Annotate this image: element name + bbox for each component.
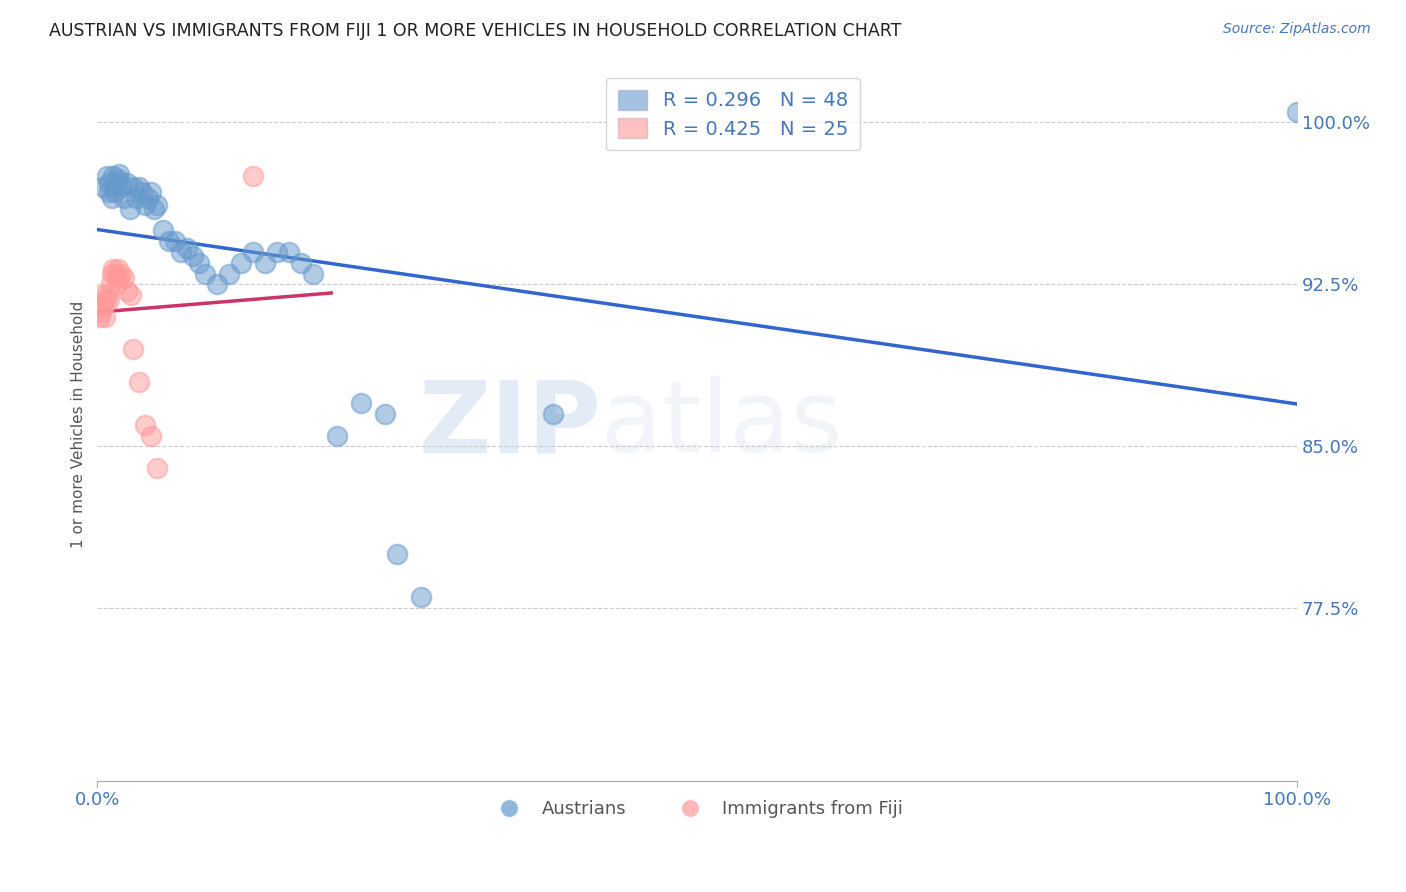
- Point: [101, 262, 124, 277]
- Point: [541, 407, 564, 421]
- Point: [141, 185, 163, 199]
- Point: [103, 180, 125, 194]
- Point: [93, 180, 115, 194]
- Point: [128, 375, 150, 389]
- Point: [146, 461, 169, 475]
- Point: [290, 256, 312, 270]
- Point: [98, 176, 121, 190]
- Point: [96, 169, 118, 184]
- Point: [128, 180, 150, 194]
- Point: [278, 245, 301, 260]
- Point: [107, 262, 129, 277]
- Point: [125, 191, 148, 205]
- Point: [108, 271, 131, 285]
- Point: [96, 288, 118, 302]
- Point: [117, 284, 139, 298]
- Point: [94, 293, 117, 307]
- Point: [98, 293, 121, 307]
- Point: [118, 202, 141, 216]
- Point: [242, 245, 264, 260]
- Point: [207, 277, 229, 292]
- Point: [101, 169, 124, 184]
- Point: [107, 171, 129, 186]
- Point: [170, 245, 193, 260]
- Point: [387, 547, 409, 561]
- Point: [176, 241, 198, 255]
- Point: [98, 185, 121, 199]
- Point: [93, 310, 115, 324]
- Point: [374, 407, 396, 421]
- Point: [120, 288, 142, 302]
- Point: [104, 185, 127, 199]
- Point: [411, 591, 433, 605]
- Text: ZIP: ZIP: [419, 376, 602, 474]
- Point: [165, 234, 187, 248]
- Point: [100, 277, 122, 292]
- Point: [108, 167, 131, 181]
- Point: [194, 267, 217, 281]
- Point: [110, 267, 132, 281]
- Point: [141, 428, 163, 442]
- Point: [218, 267, 240, 281]
- Point: [91, 288, 114, 302]
- Point: [1286, 104, 1309, 119]
- Text: atlas: atlas: [602, 376, 842, 474]
- Point: [112, 191, 135, 205]
- Point: [122, 342, 145, 356]
- Point: [134, 417, 156, 432]
- Point: [146, 197, 169, 211]
- Point: [90, 305, 112, 319]
- Point: [157, 234, 180, 248]
- Point: [112, 271, 135, 285]
- Point: [266, 245, 288, 260]
- Point: [117, 176, 139, 190]
- Point: [152, 223, 174, 237]
- Point: [183, 249, 205, 263]
- Point: [100, 267, 122, 281]
- Point: [350, 396, 373, 410]
- Point: [89, 310, 111, 324]
- Point: [104, 267, 127, 281]
- Point: [326, 428, 349, 442]
- Legend: Austrians, Immigrants from Fiji: Austrians, Immigrants from Fiji: [484, 793, 910, 825]
- Point: [105, 176, 128, 190]
- Point: [131, 185, 153, 199]
- Text: Source: ZipAtlas.com: Source: ZipAtlas.com: [1223, 22, 1371, 37]
- Point: [254, 256, 277, 270]
- Point: [105, 277, 128, 292]
- Point: [142, 202, 165, 216]
- Point: [93, 299, 115, 313]
- Point: [100, 191, 122, 205]
- Point: [136, 191, 159, 205]
- Point: [242, 169, 264, 184]
- Point: [110, 180, 132, 194]
- Y-axis label: 1 or more Vehicles in Household: 1 or more Vehicles in Household: [72, 301, 86, 549]
- Point: [122, 180, 145, 194]
- Point: [134, 197, 156, 211]
- Text: AUSTRIAN VS IMMIGRANTS FROM FIJI 1 OR MORE VEHICLES IN HOUSEHOLD CORRELATION CHA: AUSTRIAN VS IMMIGRANTS FROM FIJI 1 OR MO…: [49, 22, 901, 40]
- Point: [302, 267, 325, 281]
- Point: [188, 256, 211, 270]
- Point: [231, 256, 253, 270]
